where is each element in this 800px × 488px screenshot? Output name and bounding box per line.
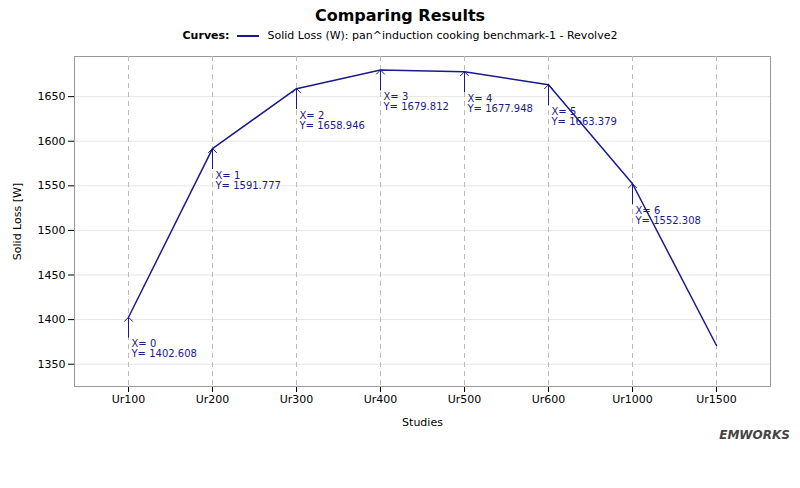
svg-text:X= 3Y= 1679.812: X= 3Y= 1679.812: [383, 91, 449, 112]
svg-text:Ur1000: Ur1000: [612, 393, 653, 406]
svg-text:Ur500: Ur500: [448, 393, 482, 406]
svg-text:Ur200: Ur200: [196, 393, 230, 406]
svg-text:1650: 1650: [38, 90, 66, 103]
html-text:Comparing Results: Comparing Results: [314, 6, 486, 25]
svg-text:1500: 1500: [38, 224, 66, 237]
svg-text:Ur400: Ur400: [364, 393, 398, 406]
svg-text:1350: 1350: [38, 358, 66, 371]
svg-text:X= 6Y= 1552.308: X= 6Y= 1552.308: [635, 205, 701, 226]
svg-text:1600: 1600: [38, 135, 66, 148]
svg-text:Ur100: Ur100: [112, 393, 146, 406]
svg-text:X= 1Y= 1591.777: X= 1Y= 1591.777: [215, 170, 281, 191]
svg-text:Solid Loss [W]: Solid Loss [W]: [11, 183, 24, 260]
svg-text:1400: 1400: [38, 313, 66, 326]
html-text:Curves:: Curves:: [182, 29, 230, 42]
html-text:Solid Loss (W): pan^induction: Solid Loss (W): pan^induction cooking be…: [267, 29, 618, 42]
svg-text:X= 5Y= 1663.379: X= 5Y= 1663.379: [551, 106, 617, 127]
svg-text:1550: 1550: [38, 179, 66, 192]
svg-text:X= 4Y= 1677.948: X= 4Y= 1677.948: [467, 93, 533, 114]
svg-text:X= 2Y= 1658.946: X= 2Y= 1658.946: [299, 110, 365, 131]
svg-text:Ur600: Ur600: [532, 393, 566, 406]
svg-text:X= 0Y= 1402.608: X= 0Y= 1402.608: [131, 338, 197, 359]
svg-text:Ur300: Ur300: [280, 393, 314, 406]
html-text:EMWORKS: EMWORKS: [719, 428, 790, 442]
svg-text:Studies: Studies: [402, 416, 443, 429]
svg-text:Ur1500: Ur1500: [696, 393, 737, 406]
svg-text:1450: 1450: [38, 269, 66, 282]
